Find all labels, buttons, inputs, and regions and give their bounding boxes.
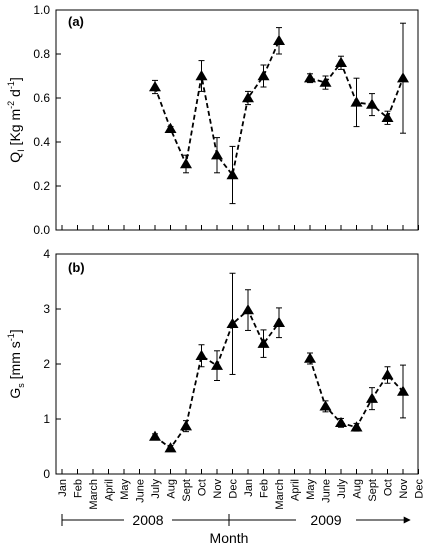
panel-a-ytick-label: 0.8 bbox=[33, 47, 50, 61]
month-label: Sept bbox=[181, 479, 193, 502]
month-label: Aug bbox=[166, 479, 178, 499]
month-label: June bbox=[321, 479, 333, 503]
panel-b-data-point bbox=[319, 400, 332, 411]
month-label: Feb bbox=[259, 479, 271, 498]
month-label: April bbox=[104, 479, 116, 501]
month-labels: Jan Feb March April May June July Aug Sept Oct Nov… bbox=[57, 479, 426, 510]
panel-b-data-point bbox=[211, 359, 223, 370]
month-label: Nov bbox=[398, 479, 410, 499]
month-label: July bbox=[336, 479, 348, 499]
panel-a-data-point bbox=[226, 169, 239, 180]
month-label: Feb bbox=[73, 479, 85, 498]
month-label: Sept bbox=[367, 479, 379, 502]
panel-a-data-point bbox=[335, 56, 347, 67]
panel-a-data-point bbox=[195, 70, 208, 81]
panel-a-data-point bbox=[273, 34, 285, 45]
month-label: Jan bbox=[57, 479, 69, 497]
panel-a-data-point bbox=[397, 72, 409, 83]
month-label: May bbox=[305, 479, 317, 500]
panel-a-ylabel: QI [Kg m-2 d-1] bbox=[6, 77, 26, 162]
panel-b: (b) Gs [mm s-1] 0 1 2 3 4 bbox=[6, 247, 419, 481]
panel-a-ytick-label: 0.4 bbox=[33, 135, 50, 149]
month-label: July bbox=[150, 479, 162, 499]
panel-b-ytick-label: 4 bbox=[43, 247, 50, 261]
month-label: Oct bbox=[197, 479, 209, 496]
panel-b-data-point bbox=[164, 442, 177, 453]
panel-a-frame bbox=[55, 9, 419, 231]
panel-a-data-point bbox=[350, 96, 363, 107]
panel-a-data-point bbox=[257, 70, 270, 81]
panel-b-data-point bbox=[180, 420, 192, 431]
month-label: Dec bbox=[414, 479, 426, 499]
panel-b-data-point bbox=[335, 416, 347, 428]
panel-a-data-point bbox=[319, 76, 332, 87]
panel-b-frame bbox=[55, 253, 419, 475]
panel-b-data-point bbox=[381, 369, 394, 380]
panel-a-data-point bbox=[366, 98, 378, 109]
panel-a-data-point bbox=[242, 92, 254, 103]
year-label-2009: 2009 bbox=[310, 512, 341, 528]
panel-a-ytick-label: 0.2 bbox=[33, 179, 50, 193]
panel-b-data-point bbox=[273, 316, 285, 327]
panel-a-data-point bbox=[164, 122, 177, 133]
month-label: April bbox=[290, 479, 302, 501]
month-label: May bbox=[119, 479, 131, 500]
month-label: Nov bbox=[212, 479, 224, 499]
x-axis-title: Month bbox=[210, 530, 249, 546]
panel-b-data-point bbox=[149, 430, 161, 441]
panel-b-data-point bbox=[366, 392, 378, 403]
panel-b-ytick-label: 1 bbox=[43, 412, 50, 426]
panel-b-ylabel: Gs [mm s-1] bbox=[6, 329, 26, 398]
panel-b-ytick-label: 2 bbox=[43, 357, 50, 371]
panel-a-ytick-label: 0.6 bbox=[33, 91, 50, 105]
panel-a-data-point bbox=[180, 158, 192, 169]
month-label: June bbox=[135, 479, 147, 503]
panel-a-series-1-line bbox=[154, 40, 280, 178]
panel-a-data-point bbox=[381, 111, 394, 122]
panel-b-data-point bbox=[257, 337, 270, 348]
year-axis: 2008 2009 Month bbox=[61, 512, 411, 546]
panel-b-data-point bbox=[304, 352, 316, 363]
month-label: Aug bbox=[352, 479, 364, 499]
month-label: March bbox=[274, 479, 286, 510]
panel-b-label: (b) bbox=[68, 260, 85, 275]
panel-b-data-point bbox=[350, 421, 363, 432]
panel-b-data-point bbox=[397, 385, 409, 396]
panel-a-ytick-label: 0.0 bbox=[33, 223, 50, 237]
month-label: March bbox=[88, 479, 100, 510]
panel-b-data-point bbox=[226, 317, 239, 329]
panel-a-data-point bbox=[149, 81, 161, 92]
month-label: Jan bbox=[243, 479, 255, 497]
panel-a-data-point bbox=[211, 149, 223, 160]
panel-a: (a) QI [Kg m-2 d-1] 0.0 0.2 0.4 0.6 0.8 1.0 bbox=[6, 3, 419, 237]
panel-a-label: (a) bbox=[68, 14, 84, 29]
month-label: Oct bbox=[383, 479, 395, 496]
year-label-2008: 2008 bbox=[132, 512, 163, 528]
month-label: Dec bbox=[228, 479, 240, 499]
panel-a-data-point bbox=[304, 72, 316, 83]
panel-a-ytick-label: 1.0 bbox=[33, 3, 50, 17]
panel-b-ytick-label: 3 bbox=[43, 302, 50, 316]
panel-b-series-2-line bbox=[309, 358, 404, 429]
panel-b-data-point bbox=[242, 304, 254, 315]
panel-b-ytick-label: 0 bbox=[43, 467, 50, 481]
panel-b-data-point bbox=[195, 349, 208, 360]
